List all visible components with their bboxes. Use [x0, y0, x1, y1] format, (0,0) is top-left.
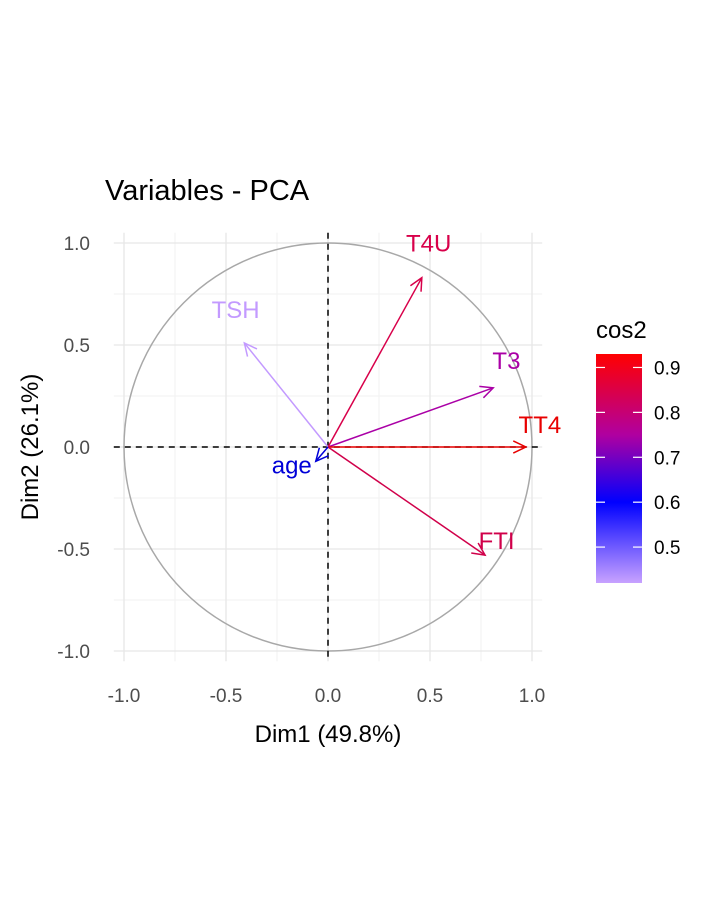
x-axis-label: Dim1 (49.8%)	[255, 721, 402, 748]
label-age: age	[272, 452, 312, 479]
label-t4u: T4U	[406, 230, 451, 257]
variable-arrows: T4U TSH T3 TT4 FTI age	[212, 230, 562, 557]
legend-tick-label-0-9: 0.9	[654, 358, 680, 379]
label-t3: T3	[492, 348, 520, 375]
arrowhead-fti	[471, 542, 487, 557]
variable-age: age	[272, 446, 329, 479]
legend-ticks: 0.5 0.6 0.7 0.8 0.9	[596, 358, 680, 559]
label-tt4: TT4	[519, 412, 562, 439]
variable-fti: FTI	[327, 446, 515, 557]
arrowhead-tsh	[243, 341, 258, 357]
y-tick-label-minus-0-5: -0.5	[57, 540, 90, 561]
arrowhead-tt4	[512, 440, 528, 454]
chart-title: Variables - PCA	[105, 175, 310, 207]
y-tick-label-minus-1-0: -1.0	[57, 642, 90, 663]
y-tick-label-0-0: 0.0	[64, 438, 90, 459]
plot-panel: T4U TSH T3 TT4 FTI age	[113, 230, 562, 662]
variable-tsh: TSH	[212, 297, 329, 448]
arrow-age	[315, 446, 329, 462]
variable-tt4: TT4	[328, 412, 562, 454]
arrow-t3	[327, 387, 494, 448]
legend-tick-label-0-6: 0.6	[654, 493, 680, 514]
y-axis-label: Dim2 (26.1%)	[17, 374, 44, 521]
x-tick-label-minus-1-0: -1.0	[108, 686, 141, 707]
x-tick-label-0-0: 0.0	[315, 686, 341, 707]
y-axis-ticks: -1.0 -0.5 0.0 0.5 1.0	[57, 234, 90, 663]
arrowhead-t4u	[409, 276, 423, 292]
x-tick-label-0-5: 0.5	[417, 686, 443, 707]
variable-t4u: T4U	[327, 230, 451, 448]
legend-title: cos2	[596, 317, 647, 344]
legend-tick-label-0-7: 0.7	[654, 448, 680, 469]
variable-t3: T3	[327, 348, 520, 448]
arrow-tsh	[243, 342, 329, 448]
x-tick-label-minus-0-5: -0.5	[210, 686, 243, 707]
legend-tick-label-0-8: 0.8	[654, 403, 680, 424]
label-fti: FTI	[479, 528, 515, 555]
legend-tick-label-0-5: 0.5	[654, 538, 680, 559]
arrow-fti	[327, 446, 486, 556]
y-tick-label-0-5: 0.5	[64, 336, 90, 357]
x-axis-ticks: -1.0 -0.5 0.0 0.5 1.0	[108, 686, 546, 707]
label-tsh: TSH	[212, 297, 260, 324]
arrowhead-t3	[479, 385, 495, 399]
arrowhead-age	[314, 447, 329, 463]
legend-colorbar	[596, 354, 642, 583]
y-tick-label-1-0: 1.0	[64, 234, 90, 255]
cos2-legend: cos2 0.5 0.6 0.7 0.8 0.9	[596, 317, 680, 583]
arrow-t4u	[327, 277, 423, 448]
x-tick-label-1-0: 1.0	[519, 686, 545, 707]
